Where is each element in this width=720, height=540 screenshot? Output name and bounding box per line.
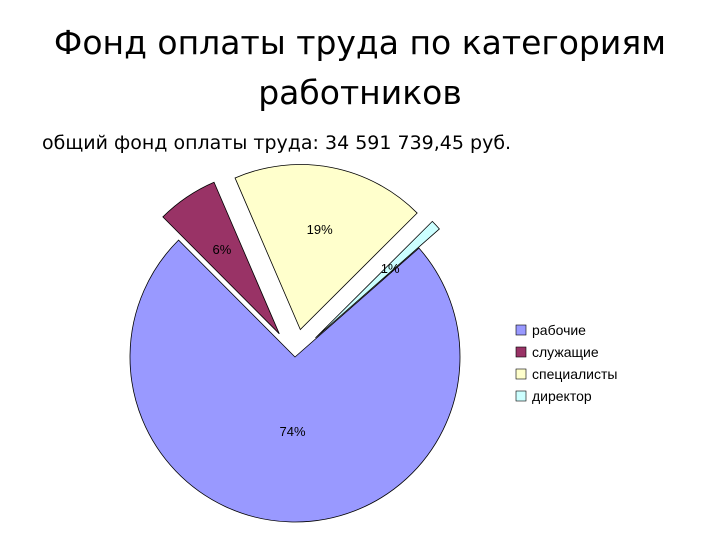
legend-label-1: служащие	[532, 344, 599, 360]
legend-frame	[502, 317, 644, 419]
total-payroll-subtitle: общий фонд оплаты труда: 34 591 739,45 р…	[42, 132, 512, 154]
pie-slice-1	[162, 181, 280, 335]
legend-swatch-2	[515, 368, 527, 380]
pie-slice-0	[129, 239, 461, 523]
chart-legend: рабочие служащие специалисты директор	[502, 317, 644, 419]
pie-slices	[129, 164, 461, 523]
legend-swatch-1	[515, 346, 527, 358]
page-title: Фонд оплаты труда по категориям работник…	[53, 23, 667, 112]
legend-swatch-0	[515, 324, 527, 336]
legend-swatch-3	[515, 390, 527, 402]
pie-slice-3	[315, 220, 440, 339]
pie-slice-2	[234, 164, 418, 331]
legend-label-2: специалисты	[532, 366, 617, 382]
slice-label-3: 1%	[381, 261, 400, 276]
legend-label-0: рабочие	[532, 322, 586, 338]
slice-label-0: 74%	[280, 424, 306, 439]
slice-label-2: 19%	[307, 222, 333, 237]
legend-label-3: директор	[532, 388, 592, 404]
slice-labels: 74% 6% 19% 1%	[213, 222, 400, 439]
slice-label-1: 6%	[213, 242, 232, 257]
